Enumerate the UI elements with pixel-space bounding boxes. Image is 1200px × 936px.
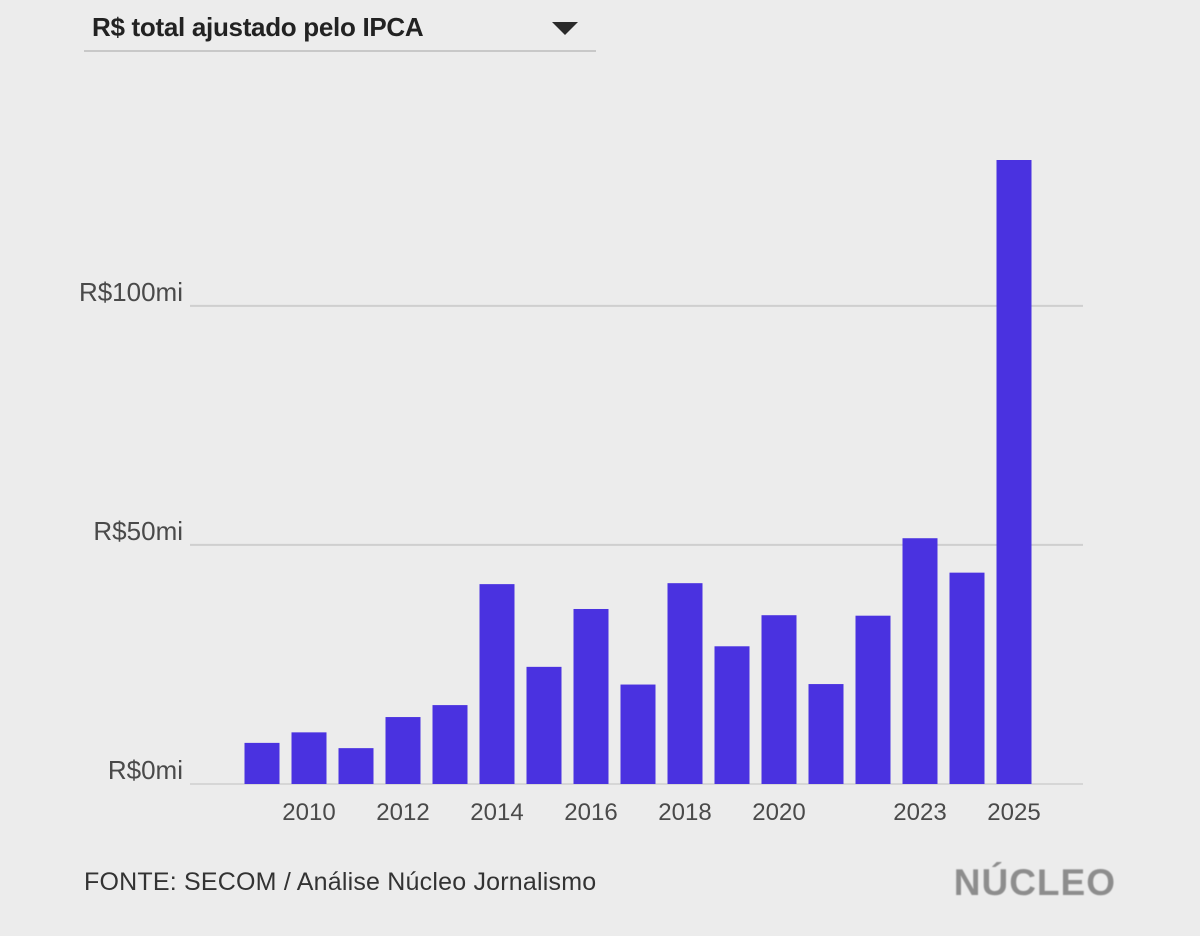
x-tick-label: 2020 [752,799,805,826]
bar-2025[interactable] [996,160,1032,784]
bar-2019[interactable] [714,646,750,784]
caret-down-icon[interactable] [552,22,578,35]
bar-2022[interactable] [855,615,891,784]
bar-2012[interactable] [385,717,421,784]
y-axis-labels: R$0mi R$50mi R$100mi [79,277,183,785]
metric-dropdown[interactable]: R$ total ajustado pelo IPCA [84,0,596,52]
y-tick-label: R$0mi [108,755,183,785]
bar-2009[interactable] [244,742,280,784]
bar-2013[interactable] [432,705,468,784]
x-tick-label: 2010 [282,799,335,826]
x-tick-label: 2018 [658,799,711,826]
bar-2017[interactable] [620,684,656,784]
bar-2018[interactable] [667,583,703,784]
bars [244,160,1032,784]
bar-2023[interactable] [902,538,938,784]
bar-2010[interactable] [291,732,327,784]
x-tick-label: 2012 [376,799,429,826]
x-axis-labels: 2010 2012 2014 2016 2018 2020 2023 2025 [282,799,1040,826]
bar-2020[interactable] [761,615,797,784]
bar-2015[interactable] [526,666,562,784]
bar-2014[interactable] [479,584,515,784]
nucleo-logo: NÚCLEO [953,862,1116,903]
y-tick-label: R$50mi [93,516,183,546]
x-tick-label: 2023 [893,799,946,826]
bar-2011[interactable] [338,748,374,784]
bar-2016[interactable] [573,608,609,784]
x-tick-label: 2025 [987,799,1040,826]
metric-dropdown-label: R$ total ajustado pelo IPCA [92,12,424,42]
x-tick-label: 2014 [470,799,523,826]
bar-2021[interactable] [808,684,844,784]
x-tick-label: 2016 [564,799,617,826]
bar-2024[interactable] [949,572,985,784]
y-tick-label: R$100mi [79,277,183,307]
source-note: FONTE: SECOM / Análise Núcleo Jornalismo [84,868,597,896]
